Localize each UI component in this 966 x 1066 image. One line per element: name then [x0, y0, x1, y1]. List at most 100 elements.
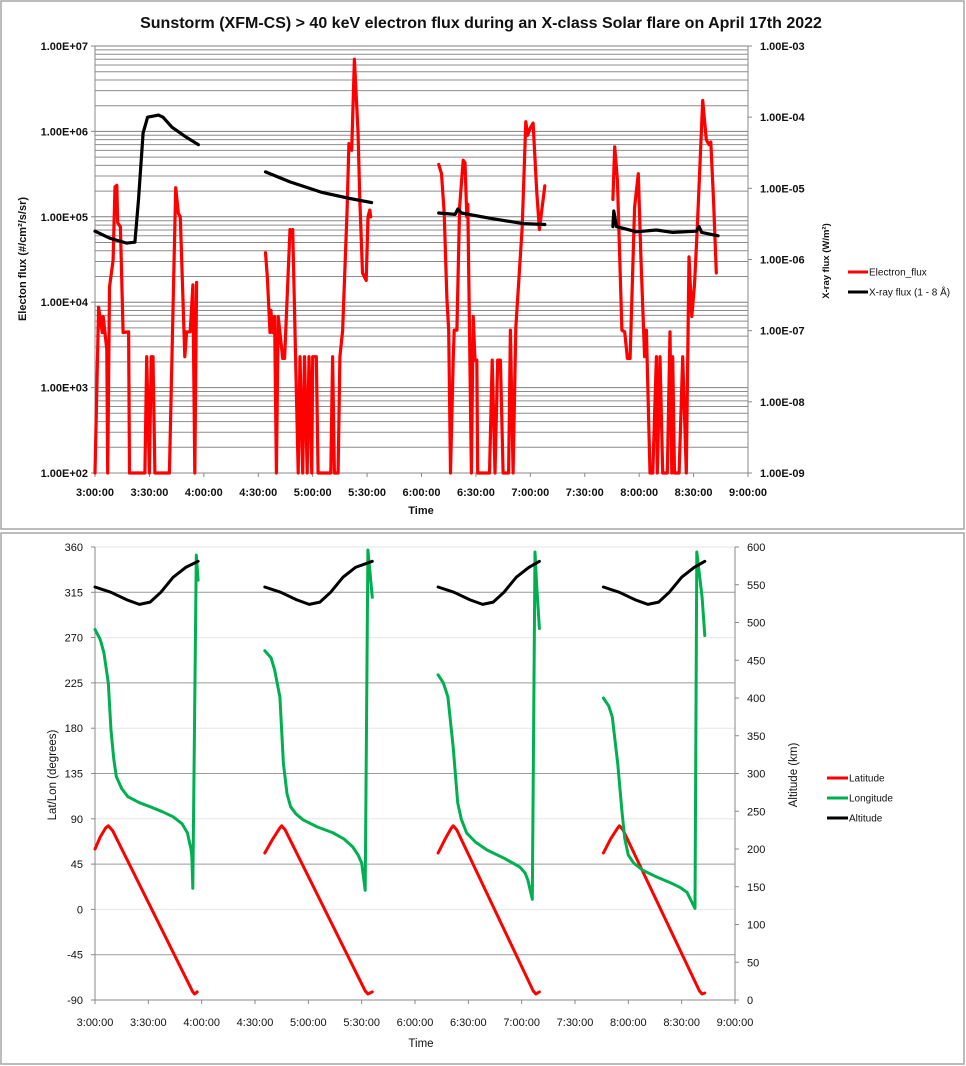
- y2-tick-label: 150: [747, 882, 765, 894]
- y2-tick-label: 350: [747, 731, 765, 743]
- legend-label: Longitude: [849, 794, 893, 805]
- y2-tick-label: 550: [747, 580, 765, 592]
- y-tick-label: 1.00E+03: [41, 383, 88, 395]
- x-tick-label: 7:30:00: [566, 487, 604, 499]
- y-tick-label: 180: [65, 723, 83, 735]
- legend-label: Latitude: [849, 774, 885, 785]
- y2-tick-label: 1.00E-09: [760, 468, 805, 480]
- y-tick-label: 270: [65, 633, 83, 645]
- y-tick-label: 1.00E+06: [41, 126, 88, 138]
- y-axis-title: Lat/Lon (degrees): [47, 729, 59, 820]
- y-axis-title: Electon flux (#/cm²/s/sr): [17, 197, 29, 321]
- altitude-line-segment: [263, 559, 374, 606]
- y2-tick-label: 1.00E-06: [760, 255, 805, 267]
- x-tick-label: 7:00:00: [511, 487, 549, 499]
- x-tick-label: 8:00:00: [620, 487, 658, 499]
- y-tick-label: 1.00E+05: [41, 212, 88, 224]
- y-tick-label: 360: [65, 542, 83, 554]
- xray-flux-line-segment: [611, 209, 720, 238]
- x-tick-label: 9:00:00: [717, 1017, 754, 1029]
- x-tick-label: 8:00:00: [610, 1017, 647, 1029]
- x-tick-label: 4:30:00: [237, 1017, 274, 1029]
- y2-tick-label: 0: [747, 995, 753, 1007]
- legend-label: Electron_flux: [869, 268, 927, 279]
- bottom-chart-frame: [0, 532, 965, 1065]
- y-tick-label: 225: [65, 678, 83, 690]
- latitude-line-segment: [436, 824, 541, 996]
- latitude-line-segment: [93, 824, 199, 996]
- longitude-line-segment: [93, 553, 200, 890]
- altitude-line-segment: [93, 559, 200, 606]
- y-tick-label: 1.00E+07: [41, 41, 88, 53]
- y-tick-label: -45: [67, 950, 83, 962]
- x-tick-label: 6:30:00: [450, 1017, 487, 1029]
- y-tick-label: 90: [71, 814, 83, 826]
- latitude-line-segment: [601, 824, 707, 996]
- latitude-line-segment: [263, 824, 374, 996]
- x-tick-label: 6:30:00: [457, 487, 495, 499]
- longitude-line-segment: [263, 548, 374, 892]
- x-tick-label: 8:30:00: [663, 1017, 700, 1029]
- xray-flux-line-segment: [93, 113, 200, 245]
- longitude-line-segment: [436, 550, 541, 901]
- electron-flux-line-segment: [93, 183, 199, 475]
- altitude-line-segment: [601, 559, 707, 606]
- y2-tick-label: 300: [747, 769, 765, 781]
- y2-tick-label: 1.00E-04: [760, 112, 806, 124]
- y2-tick-label: 1.00E-08: [760, 397, 805, 409]
- y-tick-label: 1.00E+04: [41, 297, 89, 309]
- top-chart-frame: [0, 0, 965, 530]
- x-tick-label: 4:00:00: [183, 1017, 220, 1029]
- y2-tick-label: 200: [747, 844, 765, 856]
- xray-flux-line-segment: [437, 207, 547, 227]
- x-tick-label: 3:30:00: [130, 487, 168, 499]
- x-axis-title: Time: [408, 1038, 433, 1050]
- x-tick-label: 6:00:00: [397, 1017, 434, 1029]
- electron-flux-line-segment: [611, 98, 718, 475]
- chart-title: Sunstorm (XFM-CS) > 40 keV electron flux…: [140, 15, 822, 32]
- y-tick-label: -90: [67, 995, 83, 1007]
- y2-axis-title: X-ray flux (W/m²): [821, 223, 832, 298]
- x-tick-label: 3:00:00: [77, 1017, 114, 1029]
- y2-tick-label: 50: [747, 957, 759, 969]
- y-tick-label: 0: [77, 904, 83, 916]
- x-axis-title: Time: [408, 505, 433, 517]
- y-tick-label: 135: [65, 769, 83, 781]
- y2-tick-label: 450: [747, 655, 765, 667]
- altitude-line-segment: [436, 559, 541, 606]
- y-tick-label: 1.00E+02: [41, 468, 88, 480]
- xray-flux-line-segment: [263, 170, 374, 205]
- y-tick-label: 45: [71, 859, 83, 871]
- y2-tick-label: 1.00E-07: [760, 326, 805, 338]
- x-tick-label: 8:30:00: [675, 487, 713, 499]
- x-tick-label: 4:30:00: [239, 487, 277, 499]
- x-tick-label: 9:00:00: [729, 487, 767, 499]
- x-tick-label: 7:00:00: [503, 1017, 540, 1029]
- electron-flux-line-segment: [437, 120, 547, 475]
- y2-tick-label: 400: [747, 693, 765, 705]
- x-tick-label: 6:00:00: [403, 487, 441, 499]
- legend-label: Altitude: [849, 814, 883, 825]
- y2-tick-label: 1.00E-05: [760, 183, 805, 195]
- x-tick-label: 5:30:00: [348, 487, 386, 499]
- y2-tick-label: 100: [747, 920, 765, 932]
- y2-axis-title: Altitude (km): [788, 743, 800, 808]
- orbit-position-chart: 36031527022518013590450-45-9060055050045…: [47, 542, 893, 1050]
- y2-tick-label: 250: [747, 806, 765, 818]
- x-tick-label: 4:00:00: [185, 487, 223, 499]
- y2-tick-label: 600: [747, 542, 765, 554]
- x-tick-label: 3:30:00: [130, 1017, 167, 1029]
- x-tick-label: 5:30:00: [343, 1017, 380, 1029]
- longitude-line-segment: [601, 550, 707, 910]
- x-tick-label: 5:00:00: [294, 487, 332, 499]
- legend-label: X-ray flux (1 - 8 Å): [869, 286, 950, 299]
- y2-tick-label: 1.00E-03: [760, 41, 805, 53]
- electron-flux-line-segment: [263, 57, 373, 475]
- y2-tick-label: 500: [747, 618, 765, 630]
- x-tick-label: 3:00:00: [76, 487, 114, 499]
- electron-flux-chart: 1.00E+07 1.00E+06 1.00E+05 1.00E+04 1.00E+03…: [17, 15, 950, 517]
- x-tick-label: 7:30:00: [557, 1017, 594, 1029]
- x-tick-label: 5:00:00: [290, 1017, 327, 1029]
- y-tick-label: 315: [65, 587, 83, 599]
